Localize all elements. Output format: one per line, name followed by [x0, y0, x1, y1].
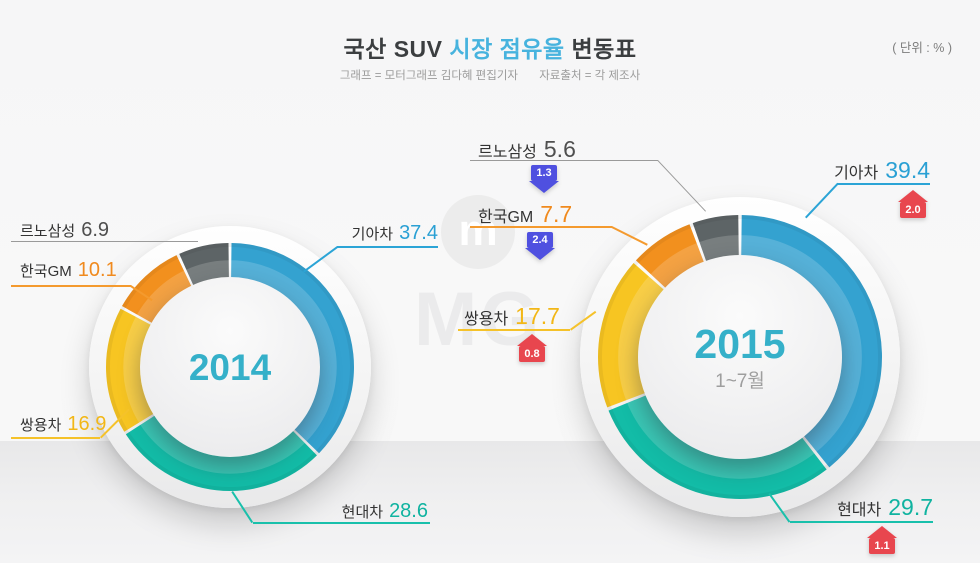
callout-hyundai-2015: 현대차 29.7	[837, 494, 933, 521]
share-value: 28.6	[389, 500, 428, 522]
callout-hyundai-2014: 현대차 28.6	[342, 500, 428, 523]
share-value: 29.7	[888, 494, 933, 520]
motorgraph-logo-icon: m	[441, 195, 515, 269]
increase-badge-hyundai: 1.1	[864, 526, 900, 554]
segment-기아차	[231, 243, 354, 454]
callout-gm-2015: 한국GM 7.7	[478, 201, 572, 228]
connector-line	[11, 285, 131, 287]
share-value: 37.4	[399, 222, 438, 244]
decrease-badge-renault: 1.3	[526, 165, 562, 193]
donut-center-disc	[638, 255, 842, 459]
arrow-up-icon	[867, 526, 897, 538]
maker-label: 쌍용차	[20, 417, 62, 434]
segment-쌍용차	[105, 308, 155, 432]
segment-르노삼성	[179, 243, 229, 287]
donut-center-disc	[140, 277, 320, 457]
delta-value: 2.4	[527, 232, 553, 248]
increase-badge-ssangyong: 0.8	[514, 334, 550, 362]
increase-badge-kia: 2.0	[895, 190, 931, 218]
maker-label: 르노삼성	[478, 144, 537, 161]
segment-한국GM	[122, 255, 193, 324]
donut-center-labels: 2015 1~7월	[580, 197, 900, 517]
segment-현대차	[125, 414, 317, 491]
arrow-down-icon	[529, 181, 559, 193]
share-value: 17.7	[515, 303, 560, 329]
donut-chart-2014: 2014	[89, 226, 371, 508]
share-value: 10.1	[77, 259, 117, 281]
callout-ssangyong-2015: 쌍용차 17.7	[464, 303, 560, 330]
segment-쌍용차	[597, 262, 666, 408]
ring-outer-shade	[598, 215, 882, 499]
ring-gloss	[123, 260, 337, 474]
connector-line	[458, 329, 570, 331]
connector-line	[337, 246, 438, 248]
callout-gm-2014: 한국GM 10.1	[20, 259, 117, 282]
connector-line	[837, 183, 930, 185]
segment-한국GM	[635, 224, 705, 289]
title-part3: 변동표	[571, 36, 637, 62]
donut-ring-2014	[105, 243, 354, 491]
connector-line	[470, 226, 612, 228]
graphic-credit: 그래프 = 모터그래프 김다혜 편집기자	[339, 70, 519, 82]
connector-line	[11, 241, 198, 242]
delta-value: 2.0	[900, 202, 926, 218]
share-value: 7.7	[540, 201, 573, 227]
share-value: 39.4	[885, 157, 930, 183]
connector-line	[790, 521, 933, 523]
callout-kia-2015: 기아차 39.4	[834, 157, 930, 184]
share-value: 5.6	[543, 136, 576, 162]
segment-기아차	[741, 215, 883, 468]
unit-note: ( 단위 : % )	[892, 41, 952, 55]
byline: 그래프 = 모터그래프 김다혜 편집기자 자료출처 = 각 제조사	[0, 67, 980, 83]
maker-label: 르노삼성	[20, 223, 76, 240]
title-highlight: 시장 점유율	[449, 36, 572, 62]
maker-label: 한국GM	[20, 263, 72, 280]
title-part1: 국산 SUV	[343, 36, 450, 62]
connector-line	[470, 160, 658, 161]
data-source: 자료출처 = 각 제조사	[539, 70, 641, 82]
arrow-up-icon	[517, 334, 547, 346]
year-label-2014: 2014	[188, 346, 272, 388]
connector-line	[11, 437, 100, 439]
segment-현대차	[608, 394, 827, 499]
donut-chart-2015: 2015 1~7월	[580, 197, 900, 517]
arrow-up-icon	[898, 190, 928, 202]
delta-value: 0.8	[519, 346, 545, 362]
maker-label: 기아차	[834, 165, 879, 182]
delta-value: 1.3	[531, 165, 557, 181]
callout-ssangyong-2014: 쌍용차 16.9	[20, 413, 106, 436]
segment-르노삼성	[692, 215, 739, 263]
decrease-badge-gm: 2.4	[522, 232, 558, 260]
callout-kia-2014: 기아차 37.4	[352, 222, 438, 245]
callout-renault-2014: 르노삼성 6.9	[20, 219, 109, 242]
maker-label: 한국GM	[478, 209, 534, 226]
callout-renault-2015: 르노삼성 5.6	[478, 136, 576, 163]
maker-label: 현대차	[341, 504, 384, 521]
period-label: 1~7월	[715, 370, 765, 392]
year-label-2015: 2015	[694, 320, 786, 367]
arrow-down-icon	[525, 248, 555, 260]
ring-outer-shade	[106, 243, 354, 491]
delta-value: 1.1	[869, 538, 895, 554]
donut-ring-2015	[597, 215, 883, 499]
share-value: 6.9	[81, 219, 110, 241]
maker-label: 현대차	[837, 502, 882, 519]
page-title: 국산 SUV 시장 점유율 변동표	[0, 30, 980, 64]
ring-gloss	[618, 235, 862, 479]
share-value: 16.9	[67, 413, 107, 435]
maker-label: 쌍용차	[464, 311, 509, 328]
donut-center-labels: 2014	[89, 226, 371, 508]
maker-label: 기아차	[351, 226, 394, 243]
connector-line	[253, 522, 430, 524]
